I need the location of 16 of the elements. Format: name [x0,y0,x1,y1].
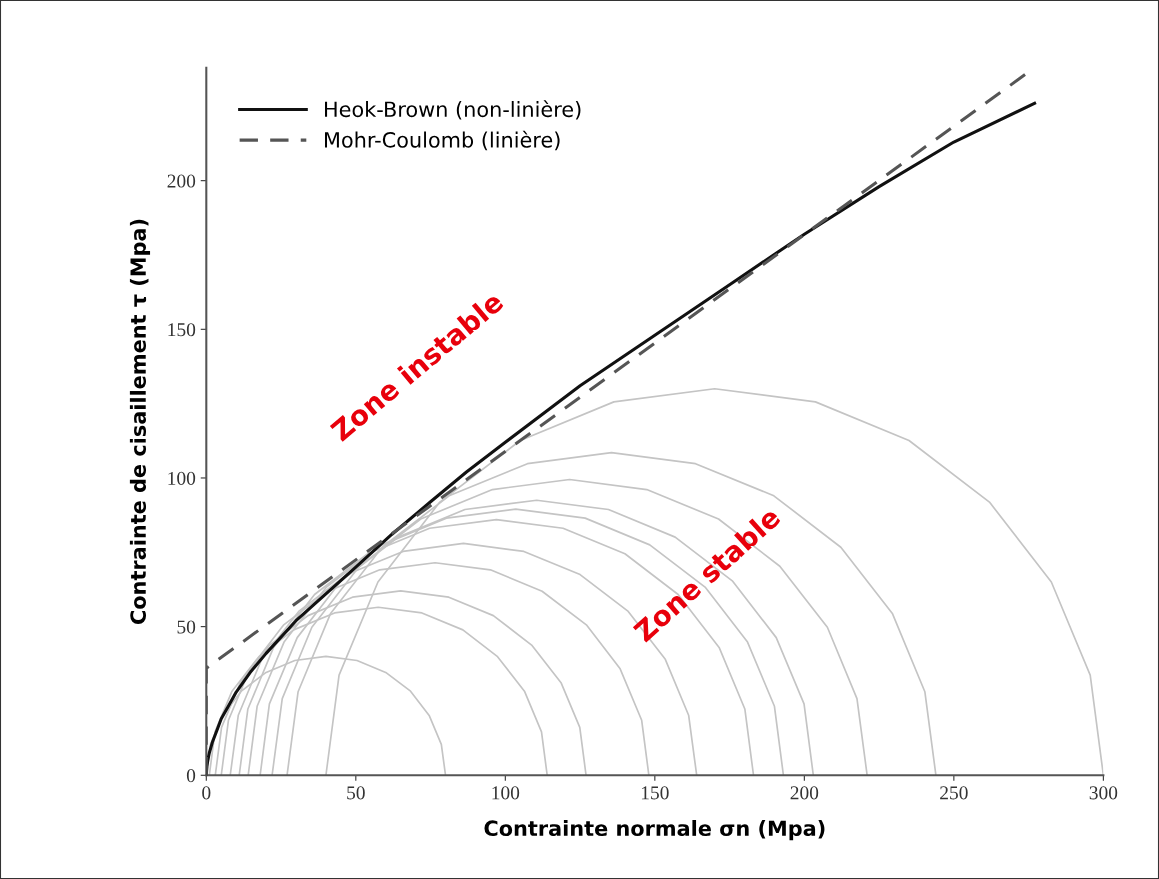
y-tick-label: 100 [168,471,196,485]
x-tick-label: 50 [347,786,365,800]
x-tick-label: 250 [940,786,968,800]
y-tick-label: 150 [168,323,196,337]
x-tick-label: 150 [641,786,669,800]
y-tick-label: 50 [177,620,196,634]
y-axis-title: Contrainte de cisaillement τ (Mpa) [129,219,151,624]
y-tick-label: 0 [186,769,196,783]
y-tick-label: 200 [167,174,196,188]
legend-label: Heok-Brown (non-linière) [325,100,581,120]
x-tick-label: 200 [790,786,819,800]
x-axis-title: Contrainte normale σn (Mpa) [484,820,825,841]
legend-label: Mohr-Coulomb (linière) [325,130,560,151]
x-tick-label: 100 [492,786,520,800]
x-tick-label: 0 [202,786,211,800]
x-tick-label: 300 [1089,786,1118,800]
